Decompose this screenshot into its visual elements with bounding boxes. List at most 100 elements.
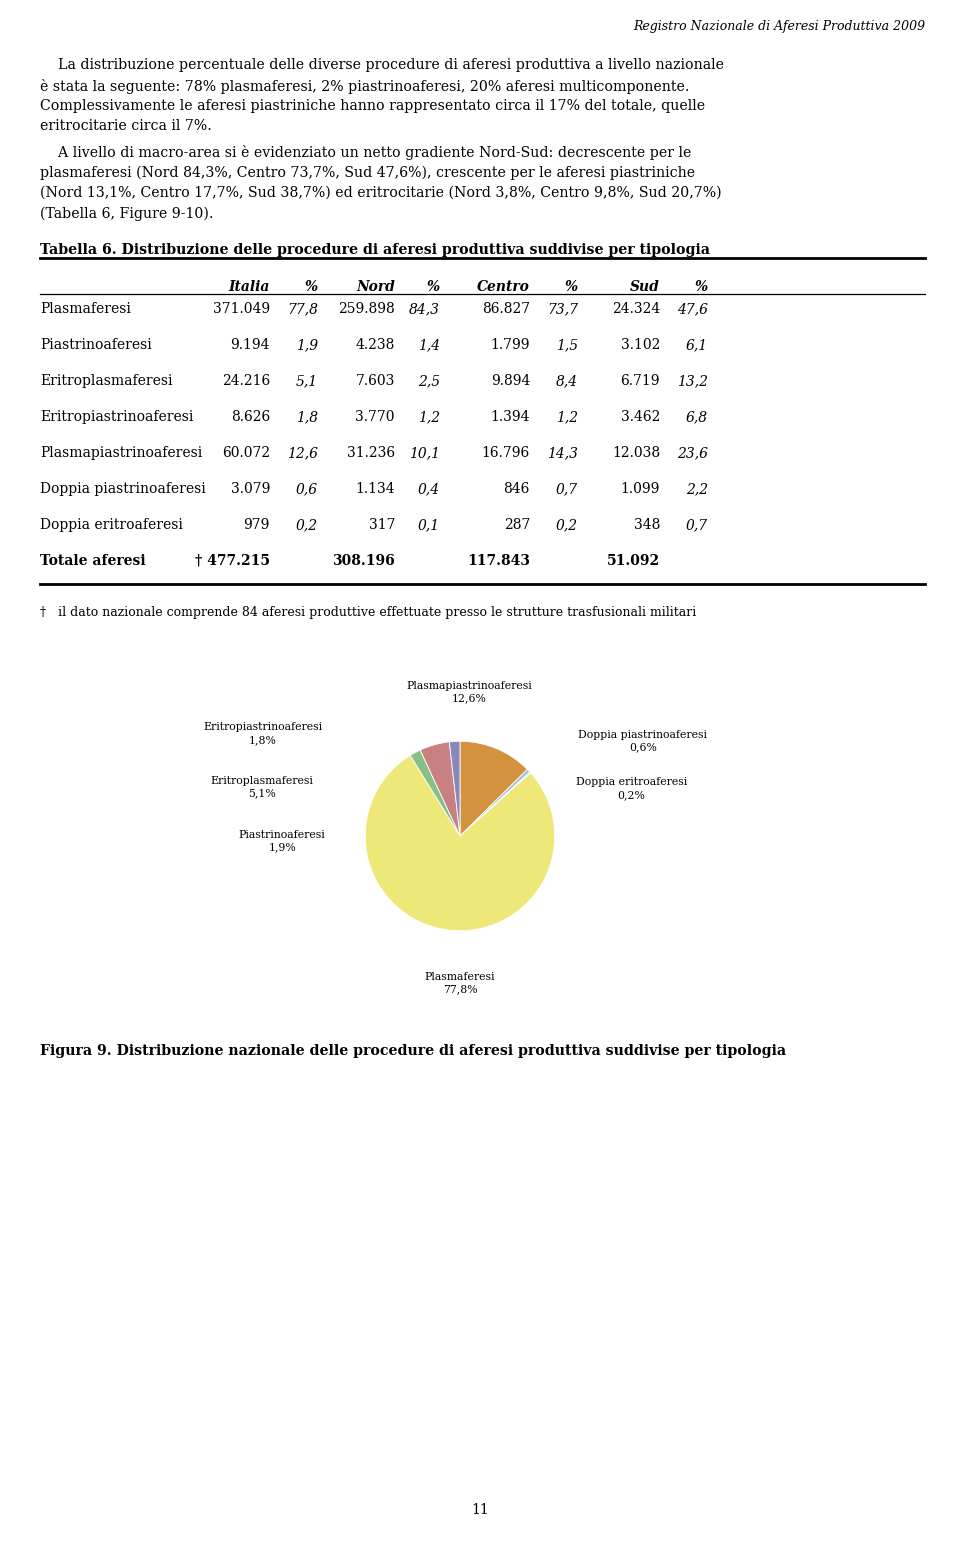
Text: 5,1: 5,1 [296,374,318,388]
Text: 13,2: 13,2 [677,374,708,388]
Text: 317: 317 [369,518,395,531]
Text: 0,1: 0,1 [418,518,440,531]
Text: 6,1: 6,1 [685,338,708,352]
Text: Centro: Centro [477,280,530,294]
Text: Italia: Italia [228,280,270,294]
Text: Plasmaferesi
77,8%: Plasmaferesi 77,8% [424,972,495,993]
Text: 1.394: 1.394 [491,409,530,423]
Text: 117.843: 117.843 [467,555,530,569]
Text: 287: 287 [504,518,530,531]
Text: A livello di macro-area si è evidenziato un netto gradiente Nord-Sud: decrescent: A livello di macro-area si è evidenziato… [40,145,691,161]
Text: 60.072: 60.072 [222,447,270,460]
Text: Complessivamente le aferesi piastriniche hanno rappresentato circa il 17% del to: Complessivamente le aferesi piastriniche… [40,99,706,113]
Text: 14,3: 14,3 [547,447,578,460]
Text: 3.079: 3.079 [230,482,270,496]
Text: 6,8: 6,8 [685,409,708,423]
Text: 1,9: 1,9 [296,338,318,352]
Text: 308.196: 308.196 [332,555,395,569]
Text: Eritropiastrinoaferesi: Eritropiastrinoaferesi [40,409,193,423]
Text: 348: 348 [634,518,660,531]
Wedge shape [460,769,530,836]
Text: 73,7: 73,7 [547,301,578,317]
Text: 3.462: 3.462 [620,409,660,423]
Wedge shape [460,742,527,836]
Text: 77,8: 77,8 [287,301,318,317]
Text: 0,4: 0,4 [418,482,440,496]
Text: 1,2: 1,2 [556,409,578,423]
Text: 84,3: 84,3 [409,301,440,317]
Text: 1,5: 1,5 [556,338,578,352]
Text: Plasmapiastrinoaferesi: Plasmapiastrinoaferesi [40,447,203,460]
Text: %: % [427,280,440,294]
Text: 11: 11 [471,1503,489,1517]
Text: 1.799: 1.799 [491,338,530,352]
Text: 16.796: 16.796 [482,447,530,460]
Text: 9.894: 9.894 [491,374,530,388]
Text: 12.038: 12.038 [612,447,660,460]
Text: 371.049: 371.049 [213,301,270,317]
Text: 6.719: 6.719 [620,374,660,388]
Text: Plasmaferesi: Plasmaferesi [40,301,131,317]
Wedge shape [449,742,460,836]
Text: 9.194: 9.194 [230,338,270,352]
Text: Figura 9. Distribuzione nazionale delle procedure di aferesi produttiva suddivis: Figura 9. Distribuzione nazionale delle … [40,1044,786,1058]
Text: 1,4: 1,4 [418,338,440,352]
Text: 0,7: 0,7 [556,482,578,496]
Text: 846: 846 [504,482,530,496]
Text: 24.216: 24.216 [222,374,270,388]
Text: 23,6: 23,6 [677,447,708,460]
Text: eritrocitarie circa il 7%.: eritrocitarie circa il 7%. [40,119,212,133]
Text: 51.092: 51.092 [607,555,660,569]
Text: Eritroplasmaferesi
5,1%: Eritroplasmaferesi 5,1% [210,776,313,797]
Text: Doppia eritroaferesi: Doppia eritroaferesi [40,518,182,531]
Text: 1,8: 1,8 [296,409,318,423]
Text: 8.626: 8.626 [230,409,270,423]
Text: 4.238: 4.238 [355,338,395,352]
Text: 1.099: 1.099 [620,482,660,496]
Text: %: % [695,280,708,294]
Text: 1,2: 1,2 [418,409,440,423]
Text: 3.102: 3.102 [620,338,660,352]
Text: è stata la seguente: 78% plasmaferesi, 2% piastrinoaferesi, 20% aferesi multicom: è stata la seguente: 78% plasmaferesi, 2… [40,79,689,94]
Text: (Nord 13,1%, Centro 17,7%, Sud 38,7%) ed eritrocitarie (Nord 3,8%, Centro 9,8%, : (Nord 13,1%, Centro 17,7%, Sud 38,7%) ed… [40,185,722,199]
Text: Doppia piastrinoaferesi
0,6%: Doppia piastrinoaferesi 0,6% [579,731,708,752]
Text: 0,2: 0,2 [296,518,318,531]
Text: 86.827: 86.827 [482,301,530,317]
Text: Registro Nazionale di Aferesi Produttiva 2009: Registro Nazionale di Aferesi Produttiva… [633,20,925,32]
Text: 24.324: 24.324 [612,301,660,317]
Text: 12,6: 12,6 [287,447,318,460]
Wedge shape [410,749,460,836]
Text: 31.236: 31.236 [347,447,395,460]
Text: 10,1: 10,1 [409,447,440,460]
Text: † 477.215: † 477.215 [195,555,270,569]
Text: 0,7: 0,7 [685,518,708,531]
Text: Doppia eritroaferesi
0,2%: Doppia eritroaferesi 0,2% [576,777,686,800]
Text: Eritroplasmaferesi: Eritroplasmaferesi [40,374,173,388]
Text: Totale aferesi: Totale aferesi [40,555,146,569]
Text: 259.898: 259.898 [338,301,395,317]
Text: 3.770: 3.770 [355,409,395,423]
Text: Doppia piastrinoaferesi: Doppia piastrinoaferesi [40,482,205,496]
Wedge shape [365,756,555,930]
Text: Nord: Nord [356,280,395,294]
Wedge shape [460,772,531,836]
Text: %: % [564,280,578,294]
Text: 0,2: 0,2 [556,518,578,531]
Text: 2,2: 2,2 [685,482,708,496]
Text: 7.603: 7.603 [355,374,395,388]
Text: Piastrinoaferesi
1,9%: Piastrinoaferesi 1,9% [239,830,325,851]
Text: 1.134: 1.134 [355,482,395,496]
Text: Eritropiastrinoaferesi
1,8%: Eritropiastrinoaferesi 1,8% [204,723,323,745]
Text: Sud: Sud [630,280,660,294]
Text: 47,6: 47,6 [677,301,708,317]
Text: 0,6: 0,6 [296,482,318,496]
Text: Piastrinoaferesi: Piastrinoaferesi [40,338,152,352]
Text: (Tabella 6, Figure 9-10).: (Tabella 6, Figure 9-10). [40,207,213,221]
Text: 979: 979 [244,518,270,531]
Text: †   il dato nazionale comprende 84 aferesi produttive effettuate presso le strut: † il dato nazionale comprende 84 aferesi… [40,606,696,620]
Text: 2,5: 2,5 [418,374,440,388]
Wedge shape [420,742,460,836]
Text: La distribuzione percentuale delle diverse procedure di aferesi produttiva a liv: La distribuzione percentuale delle diver… [40,59,724,73]
Text: %: % [305,280,318,294]
Text: plasmaferesi (Nord 84,3%, Centro 73,7%, Sud 47,6%), crescente per le aferesi pia: plasmaferesi (Nord 84,3%, Centro 73,7%, … [40,165,695,179]
